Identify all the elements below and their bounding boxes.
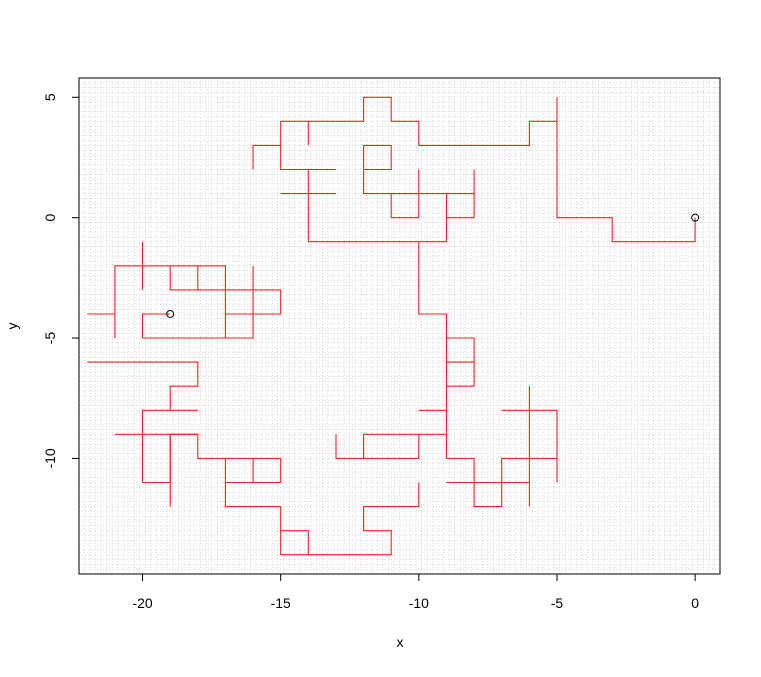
y-tick-label: -10 <box>42 448 58 468</box>
y-tick-label: 0 <box>42 214 58 222</box>
walk-path-segment <box>280 145 336 171</box>
y-tick-label: -5 <box>42 332 58 345</box>
x-tick-label: -5 <box>551 595 564 611</box>
walk-path-segment <box>390 169 420 219</box>
walk-path-segment <box>141 409 198 484</box>
x-tick-label: -20 <box>132 595 152 611</box>
x-tick-label: -10 <box>409 595 429 611</box>
walk-path-segment <box>556 97 696 243</box>
x-tick-label: -15 <box>271 595 291 611</box>
y-tick-label: 5 <box>42 93 58 101</box>
plot-frame <box>78 77 721 575</box>
walk-path-segment <box>335 434 364 459</box>
walk-path <box>87 96 696 556</box>
grid <box>78 78 720 575</box>
point-marker <box>166 309 175 318</box>
walk-path-segment <box>87 361 199 411</box>
y-axis-label: y <box>4 323 20 330</box>
point-marker <box>691 213 700 222</box>
walk-path-segment <box>169 265 226 291</box>
walk-path-segment <box>307 144 448 243</box>
axis-ticks: -20 -15 -10 -5 0 5 0 -5 -10 <box>42 93 699 611</box>
walk-path-segment <box>446 169 475 219</box>
x-tick-label: 0 <box>691 595 699 611</box>
walk-path-segment <box>224 289 254 339</box>
walk-path-segment <box>363 241 448 459</box>
point-markers <box>166 213 700 318</box>
walk-path-segment <box>114 433 226 459</box>
x-axis-label: x <box>397 634 404 650</box>
walk-path-segment <box>445 409 558 508</box>
walk-path-segment <box>114 265 282 338</box>
walk-path-segment <box>141 313 226 339</box>
walk-path-segment <box>280 482 420 556</box>
